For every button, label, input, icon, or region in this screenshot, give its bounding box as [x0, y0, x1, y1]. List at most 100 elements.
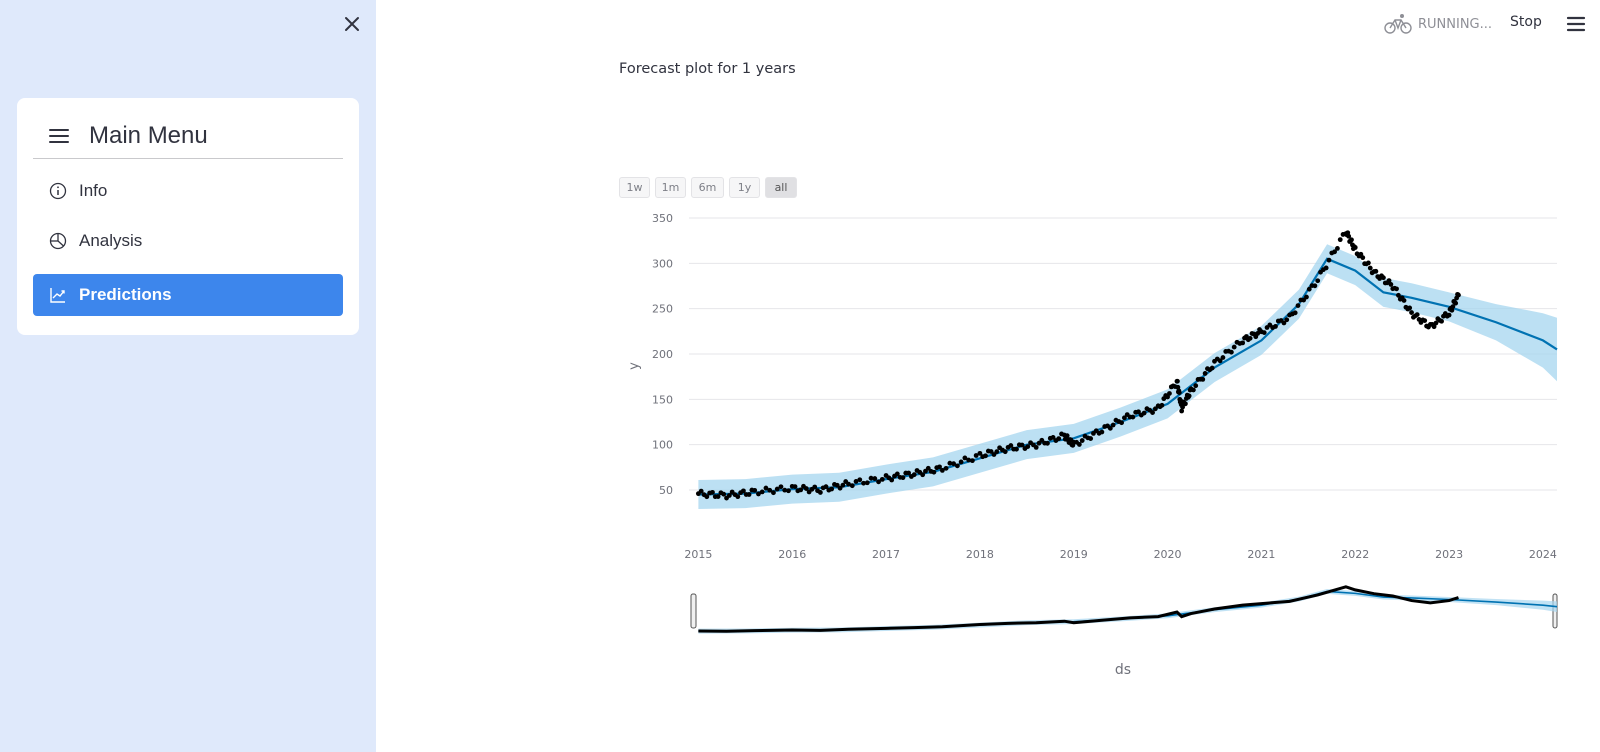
- menu-item-analysis[interactable]: Analysis: [33, 220, 343, 262]
- data-point: [1122, 415, 1127, 421]
- x-tick-label: 2020: [1154, 548, 1182, 561]
- range-slider-points: [698, 585, 1459, 633]
- data-point: [735, 494, 741, 500]
- range-button-1w[interactable]: 1w: [619, 177, 650, 198]
- data-point: [1255, 331, 1261, 336]
- data-point: [1456, 292, 1461, 298]
- data-point: [746, 492, 752, 497]
- data-point: [1179, 408, 1185, 414]
- data-point: [857, 477, 863, 483]
- range-button-6m[interactable]: 6m: [691, 177, 724, 198]
- data-point: [1141, 410, 1147, 416]
- data-point: [1186, 393, 1192, 399]
- data-point: [943, 465, 949, 471]
- data-point: [698, 488, 704, 494]
- data-point: [1346, 233, 1352, 239]
- menu-item-label: Analysis: [79, 231, 143, 250]
- y-tick-label: 50: [659, 484, 673, 497]
- data-point: [911, 472, 917, 478]
- data-point: [1386, 278, 1392, 284]
- data-point: [1193, 383, 1199, 389]
- y-tick-label: 100: [652, 439, 673, 452]
- sidebar: Main Menu Info Analysis: [0, 0, 376, 752]
- chart-gridlines: [689, 217, 1557, 491]
- data-point: [1019, 442, 1025, 448]
- data-point: [988, 449, 994, 454]
- data-point: [1332, 249, 1338, 255]
- menu-item-info[interactable]: Info: [33, 170, 343, 212]
- data-point: [1292, 310, 1298, 316]
- data-point: [954, 463, 960, 469]
- data-point: [771, 490, 776, 496]
- data-point: [1453, 300, 1459, 306]
- data-point: [1014, 446, 1019, 452]
- data-point: [1107, 425, 1113, 431]
- data-point: [868, 475, 874, 481]
- data-point: [983, 453, 988, 459]
- data-point: [1396, 292, 1401, 298]
- range-slider[interactable]: [690, 585, 1558, 634]
- data-point: [1231, 344, 1237, 350]
- data-point: [1414, 312, 1420, 317]
- data-point: [1431, 324, 1437, 330]
- data-point: [741, 488, 746, 494]
- x-tick-label: 2016: [778, 548, 806, 561]
- data-point: [864, 480, 870, 486]
- data-point: [849, 483, 855, 489]
- stop-button[interactable]: Stop: [1510, 14, 1542, 30]
- close-icon: [345, 17, 359, 31]
- data-point: [798, 487, 804, 493]
- data-point: [951, 461, 957, 467]
- menu-item-label: Predictions: [79, 285, 172, 304]
- y-tick-label: 200: [652, 348, 673, 361]
- data-point: [1202, 371, 1208, 376]
- data-point: [1247, 335, 1253, 341]
- data-point: [1200, 376, 1206, 382]
- data-point: [1130, 414, 1136, 420]
- data-point: [1449, 307, 1455, 313]
- data-point: [962, 455, 968, 461]
- data-point: [1439, 318, 1444, 324]
- data-point: [721, 491, 727, 497]
- y-axis-title: y: [627, 362, 642, 370]
- y-axis-ticks: 50 100 150 200 250 300 350: [652, 212, 673, 497]
- confidence-band: [698, 244, 1557, 510]
- data-point: [1159, 402, 1165, 408]
- range-slider-left-handle: [690, 593, 697, 629]
- data-point: [1407, 305, 1413, 311]
- data-point: [920, 472, 926, 478]
- data-point: [1337, 237, 1343, 243]
- main-menu-icon[interactable]: [1566, 14, 1586, 34]
- menu-title: Main Menu: [89, 122, 208, 149]
- data-point: [1110, 422, 1116, 428]
- data-point: [715, 494, 721, 499]
- data-point: [1349, 237, 1354, 243]
- x-tick-label: 2022: [1341, 548, 1369, 561]
- data-point: [1304, 294, 1309, 300]
- data-point: [937, 464, 942, 470]
- data-point: [1388, 282, 1394, 287]
- data-point: [1056, 436, 1062, 442]
- menu-item-predictions[interactable]: Predictions: [33, 274, 343, 316]
- range-button-1m[interactable]: 1m: [655, 177, 686, 198]
- data-point: [1076, 442, 1082, 447]
- data-point: [931, 469, 937, 475]
- close-sidebar-button[interactable]: [338, 10, 366, 38]
- data-point: [767, 487, 773, 493]
- data-point: [1167, 391, 1172, 396]
- range-button-all[interactable]: all: [765, 177, 797, 198]
- data-point: [872, 476, 878, 481]
- data-point: [1088, 436, 1094, 441]
- range-button-1y[interactable]: 1y: [729, 177, 760, 198]
- data-point: [1180, 404, 1185, 410]
- data-point: [1025, 444, 1031, 449]
- y-tick-label: 150: [652, 393, 673, 406]
- data-point: [876, 479, 881, 485]
- y-tick-label: 350: [652, 212, 673, 225]
- data-point: [1099, 429, 1105, 435]
- main-menu-card: Main Menu Info Analysis: [17, 98, 359, 335]
- data-point: [752, 487, 758, 493]
- data-point: [1261, 330, 1267, 335]
- data-point: [1176, 390, 1182, 395]
